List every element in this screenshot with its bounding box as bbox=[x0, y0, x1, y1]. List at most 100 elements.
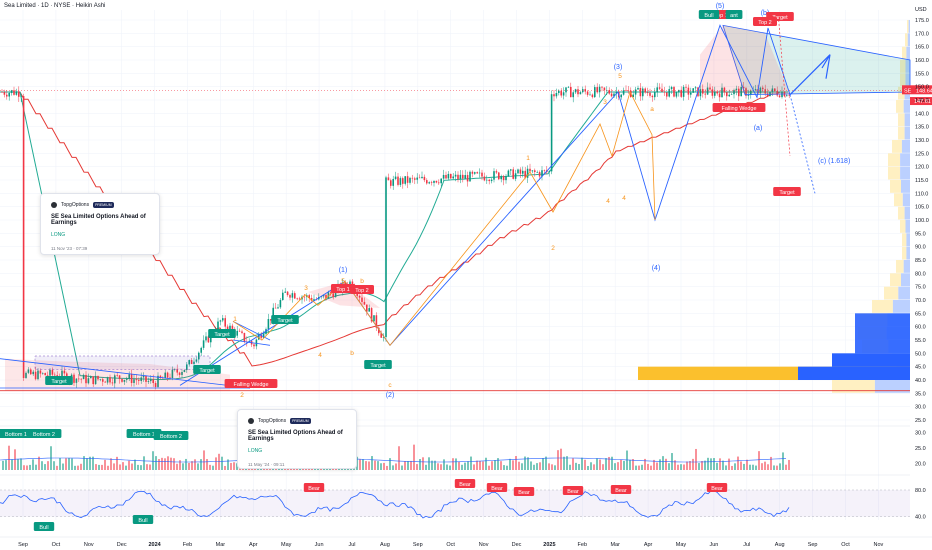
wave-label-orange: a bbox=[650, 106, 654, 113]
candle-body bbox=[150, 379, 152, 382]
candle-body bbox=[138, 380, 140, 382]
candle-body bbox=[399, 178, 402, 185]
rsi-signal-tag: Bear bbox=[567, 489, 579, 495]
candle-body bbox=[231, 325, 234, 329]
candle-body bbox=[505, 176, 507, 181]
candle-body bbox=[622, 90, 625, 95]
time-tick: Sep bbox=[413, 542, 423, 548]
volume-bar bbox=[761, 463, 763, 470]
candle-body bbox=[258, 334, 260, 340]
volume-bar bbox=[38, 456, 40, 470]
top-tag: Top 2 bbox=[355, 288, 368, 294]
volume-bar bbox=[122, 462, 124, 470]
candle-body bbox=[308, 295, 310, 298]
candle-body bbox=[310, 297, 313, 301]
candle-body bbox=[159, 375, 162, 378]
idea-card-2[interactable]: TopgOptions PREMIUM SE Sea Limited Option… bbox=[237, 409, 357, 469]
candle-body bbox=[322, 294, 325, 297]
volume-bar bbox=[518, 461, 520, 470]
volume-bar bbox=[224, 465, 226, 470]
candle-body bbox=[478, 172, 481, 174]
volume-bar bbox=[380, 463, 382, 470]
candle-body bbox=[202, 340, 205, 348]
candle-body bbox=[721, 87, 723, 98]
volume-bar bbox=[11, 459, 13, 470]
candle-body bbox=[507, 170, 510, 177]
candle-body bbox=[572, 92, 574, 98]
target-tag: Target bbox=[51, 379, 67, 385]
candle-body bbox=[188, 360, 190, 365]
price-tick: 165.0 bbox=[915, 45, 929, 51]
candle-body bbox=[54, 374, 56, 376]
candle-body bbox=[730, 94, 733, 95]
volume-bar bbox=[539, 462, 541, 470]
card-direction: LONG bbox=[51, 232, 66, 238]
candle-body bbox=[351, 281, 354, 287]
candle-body bbox=[666, 92, 668, 97]
arrow-head-icon bbox=[821, 54, 831, 79]
candle-body bbox=[253, 344, 255, 347]
wave-label-blue: (b) bbox=[761, 10, 770, 17]
volume-bar bbox=[509, 458, 511, 470]
candle-body bbox=[294, 293, 296, 299]
profile-bar bbox=[903, 260, 910, 273]
volume-bar bbox=[614, 463, 616, 470]
volume-bar bbox=[533, 464, 535, 470]
volume-bar bbox=[464, 462, 466, 470]
volume-bar bbox=[158, 459, 160, 470]
wave-label-orange: 4 bbox=[622, 195, 626, 202]
volume-bar bbox=[44, 464, 46, 470]
candle-body bbox=[205, 336, 207, 341]
candle-body bbox=[728, 94, 730, 97]
volume-bar bbox=[404, 461, 406, 470]
volume-bar bbox=[656, 462, 658, 470]
candle-body bbox=[241, 331, 243, 333]
candle-body bbox=[99, 379, 102, 380]
idea-card-1[interactable]: TopgOptions PREMIUM SE Sea Limited Option… bbox=[40, 193, 160, 255]
volume-bar bbox=[692, 458, 694, 470]
bull-tag-box bbox=[725, 10, 743, 19]
candle-body bbox=[332, 293, 334, 298]
candle-body bbox=[380, 333, 382, 338]
profile-bar bbox=[904, 126, 910, 140]
candle-body bbox=[133, 379, 135, 383]
candle-body bbox=[709, 87, 711, 90]
volume-bar bbox=[422, 457, 424, 470]
candle-body bbox=[567, 86, 570, 88]
candle-body bbox=[562, 92, 565, 96]
candle-body bbox=[786, 95, 788, 97]
candle-body bbox=[382, 337, 385, 338]
rsi-signal-tag: Bear bbox=[518, 490, 530, 496]
volume-bar bbox=[182, 463, 184, 470]
candle-body bbox=[37, 370, 39, 380]
volume-bar bbox=[521, 463, 523, 470]
candle-body bbox=[430, 182, 433, 183]
target-tag: Target bbox=[370, 363, 386, 369]
profile-bar bbox=[896, 260, 904, 273]
candle-body bbox=[25, 372, 27, 378]
volume-bar bbox=[41, 461, 43, 470]
candle-body bbox=[270, 319, 272, 321]
candle-body bbox=[675, 91, 678, 97]
candle-body bbox=[370, 308, 373, 322]
candle-body bbox=[740, 86, 742, 97]
volume-bar bbox=[785, 464, 787, 470]
wave-label-blue: (c) (1.618) bbox=[818, 158, 850, 165]
candle-body bbox=[152, 379, 154, 384]
volume-bar bbox=[197, 463, 199, 470]
candle-body bbox=[116, 375, 118, 376]
candle-body bbox=[90, 376, 92, 379]
price-tick: 80.0 bbox=[915, 271, 926, 277]
rsi-signal-tag: Bear bbox=[615, 488, 627, 494]
elliott-wave-minor bbox=[232, 90, 656, 346]
wave-label-orange: 1 bbox=[526, 155, 530, 162]
volume-bar bbox=[140, 465, 142, 470]
rsi-signal-tag: Bear bbox=[491, 486, 503, 492]
candle-body bbox=[502, 176, 505, 181]
candle-body bbox=[421, 176, 423, 179]
candle-body bbox=[195, 359, 198, 362]
volume-bar bbox=[209, 464, 211, 470]
volume-bar bbox=[776, 465, 778, 470]
candle-body bbox=[3, 92, 6, 95]
